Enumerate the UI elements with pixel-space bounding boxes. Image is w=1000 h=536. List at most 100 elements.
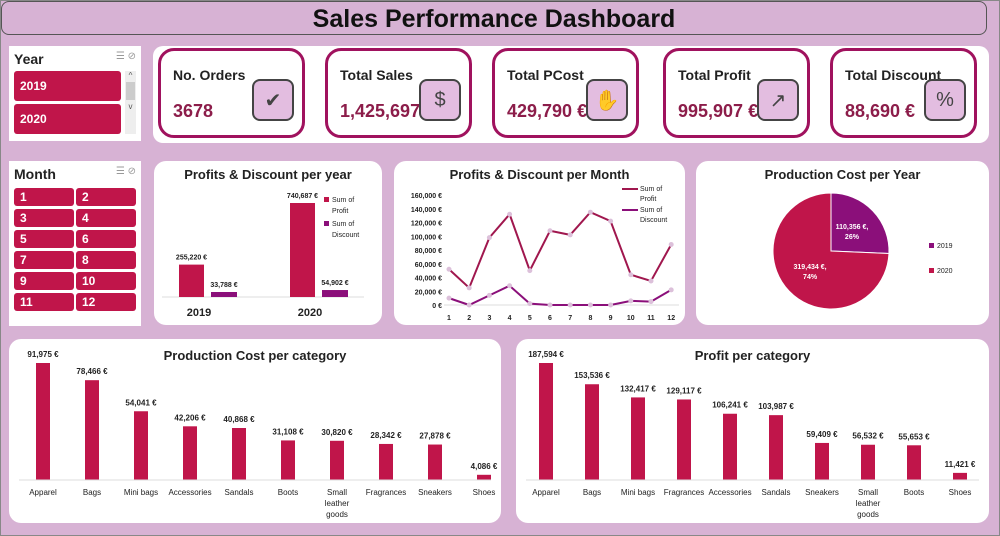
y-tick-label: 100,000 € (411, 234, 442, 241)
month-item-8[interactable]: 8 (76, 251, 136, 269)
clear-filter-icon[interactable]: ⊘ (127, 166, 136, 177)
x-tick-label: Sneakers (418, 488, 452, 497)
kpi-value: 88,690 € (845, 101, 916, 121)
x-tick-label: Small (858, 488, 878, 497)
data-point (486, 292, 492, 298)
legend-swatch (929, 268, 934, 273)
kpi-value: 995,907 € (678, 101, 759, 121)
multi-select-icon[interactable]: ☰ (115, 166, 125, 177)
data-point (527, 301, 533, 307)
kpi-label: Total Profit (678, 67, 751, 83)
x-tick-label: 10 (627, 315, 635, 322)
bar (677, 399, 691, 480)
month-item-9[interactable]: 9 (14, 272, 74, 290)
bar (907, 445, 921, 480)
month-slicer-label: Month (14, 166, 56, 182)
x-tick-label: goods (326, 510, 348, 519)
data-point (567, 232, 573, 238)
chart-title: Production Cost per Year (764, 167, 921, 182)
data-label: 28,342 € (370, 431, 402, 440)
bar (585, 384, 599, 480)
data-point (668, 242, 674, 247)
kpi-card: Total Discount 88,690 €% (830, 48, 977, 138)
x-tick-label: 2 (467, 315, 471, 322)
bar (322, 290, 348, 297)
y-tick-label: 0 € (432, 303, 442, 310)
y-tick-label: 20,000 € (415, 289, 442, 296)
x-tick-label: Bags (583, 488, 601, 497)
y-tick-label: 80,000 € (415, 248, 442, 255)
year-item-2020[interactable]: 2020 (14, 104, 121, 134)
x-tick-label: Small (327, 488, 347, 497)
legend-label: Sum of (640, 207, 662, 214)
data-point (527, 268, 533, 274)
x-tick-label: 2019 (187, 307, 211, 319)
bar (232, 428, 246, 480)
x-tick-label: Fragrances (664, 488, 704, 497)
data-label: 4,086 € (471, 462, 498, 471)
x-tick-label: Fragrances (366, 488, 406, 497)
month-item-12[interactable]: 12 (76, 293, 136, 311)
kpi-card: Total Sales 1,425,697 € $ (325, 48, 472, 138)
bar (36, 363, 50, 480)
bar (281, 440, 295, 480)
legend-label: Sum of (332, 221, 354, 228)
year-item-2019[interactable]: 2019 (14, 71, 121, 101)
kpi-label: Total PCost (507, 67, 584, 83)
y-tick-label: 120,000 € (411, 221, 442, 228)
x-tick-label: 5 (528, 315, 532, 322)
x-tick-label: 4 (508, 315, 512, 322)
kpi-card: Total PCost 429,790 € ✋ (492, 48, 639, 138)
data-label: 33,788 € (210, 282, 237, 289)
kpi-value: 1,425,697 € (340, 101, 436, 121)
kpi-label: No. Orders (173, 67, 246, 83)
page-title: Sales Performance Dashboard (1, 1, 987, 35)
month-item-3[interactable]: 3 (14, 209, 74, 227)
data-point (486, 235, 492, 241)
multi-select-icon[interactable]: ☰ (115, 51, 125, 62)
month-item-2[interactable]: 2 (76, 188, 136, 206)
x-tick-label: Sneakers (805, 488, 839, 497)
x-tick-label: Accessories (708, 488, 751, 497)
chart-title: Production Cost per category (163, 348, 347, 363)
y-tick-label: 60,000 € (415, 262, 442, 269)
x-tick-label: Shoes (473, 488, 496, 497)
production-cost-category-chart: Production Cost per category 91,975 € App… (9, 339, 501, 523)
x-tick-label: Shoes (949, 488, 972, 497)
month-item-6[interactable]: 6 (76, 230, 136, 248)
x-tick-label: Sandals (762, 488, 791, 497)
legend-label: 2019 (937, 243, 953, 250)
bar (631, 397, 645, 480)
bar (183, 426, 197, 480)
data-label: 55,653 € (898, 432, 930, 441)
growth-chart-icon: ↗ (757, 79, 799, 121)
month-item-5[interactable]: 5 (14, 230, 74, 248)
data-label: 78,466 € (76, 367, 108, 376)
package-check-icon: ✔ (252, 79, 294, 121)
data-point (547, 228, 553, 234)
x-tick-label: 3 (487, 315, 491, 322)
month-item-10[interactable]: 10 (76, 272, 136, 290)
month-item-7[interactable]: 7 (14, 251, 74, 269)
data-point (507, 283, 513, 289)
x-tick-label: Boots (278, 488, 298, 497)
data-label: 31,108 € (272, 427, 304, 436)
x-tick-label: leather (325, 499, 350, 508)
legend-swatch (929, 243, 934, 248)
clear-filter-icon[interactable]: ⊘ (127, 51, 136, 62)
slicer-scrollbar[interactable]: ^ v (125, 71, 136, 134)
data-point (446, 295, 452, 301)
data-point (547, 302, 553, 308)
legend-swatch (324, 221, 329, 226)
month-item-1[interactable]: 1 (14, 188, 74, 206)
data-label: 132,417 € (620, 384, 656, 393)
month-item-11[interactable]: 11 (14, 293, 74, 311)
x-tick-label: Mini bags (124, 488, 158, 497)
bar (330, 440, 344, 480)
y-tick-label: 160,000 € (411, 193, 442, 200)
bar (211, 292, 237, 297)
data-point (628, 298, 634, 304)
bar (290, 203, 315, 297)
month-item-4[interactable]: 4 (76, 209, 136, 227)
chart-title: Profits & Discount per Month (449, 167, 630, 182)
